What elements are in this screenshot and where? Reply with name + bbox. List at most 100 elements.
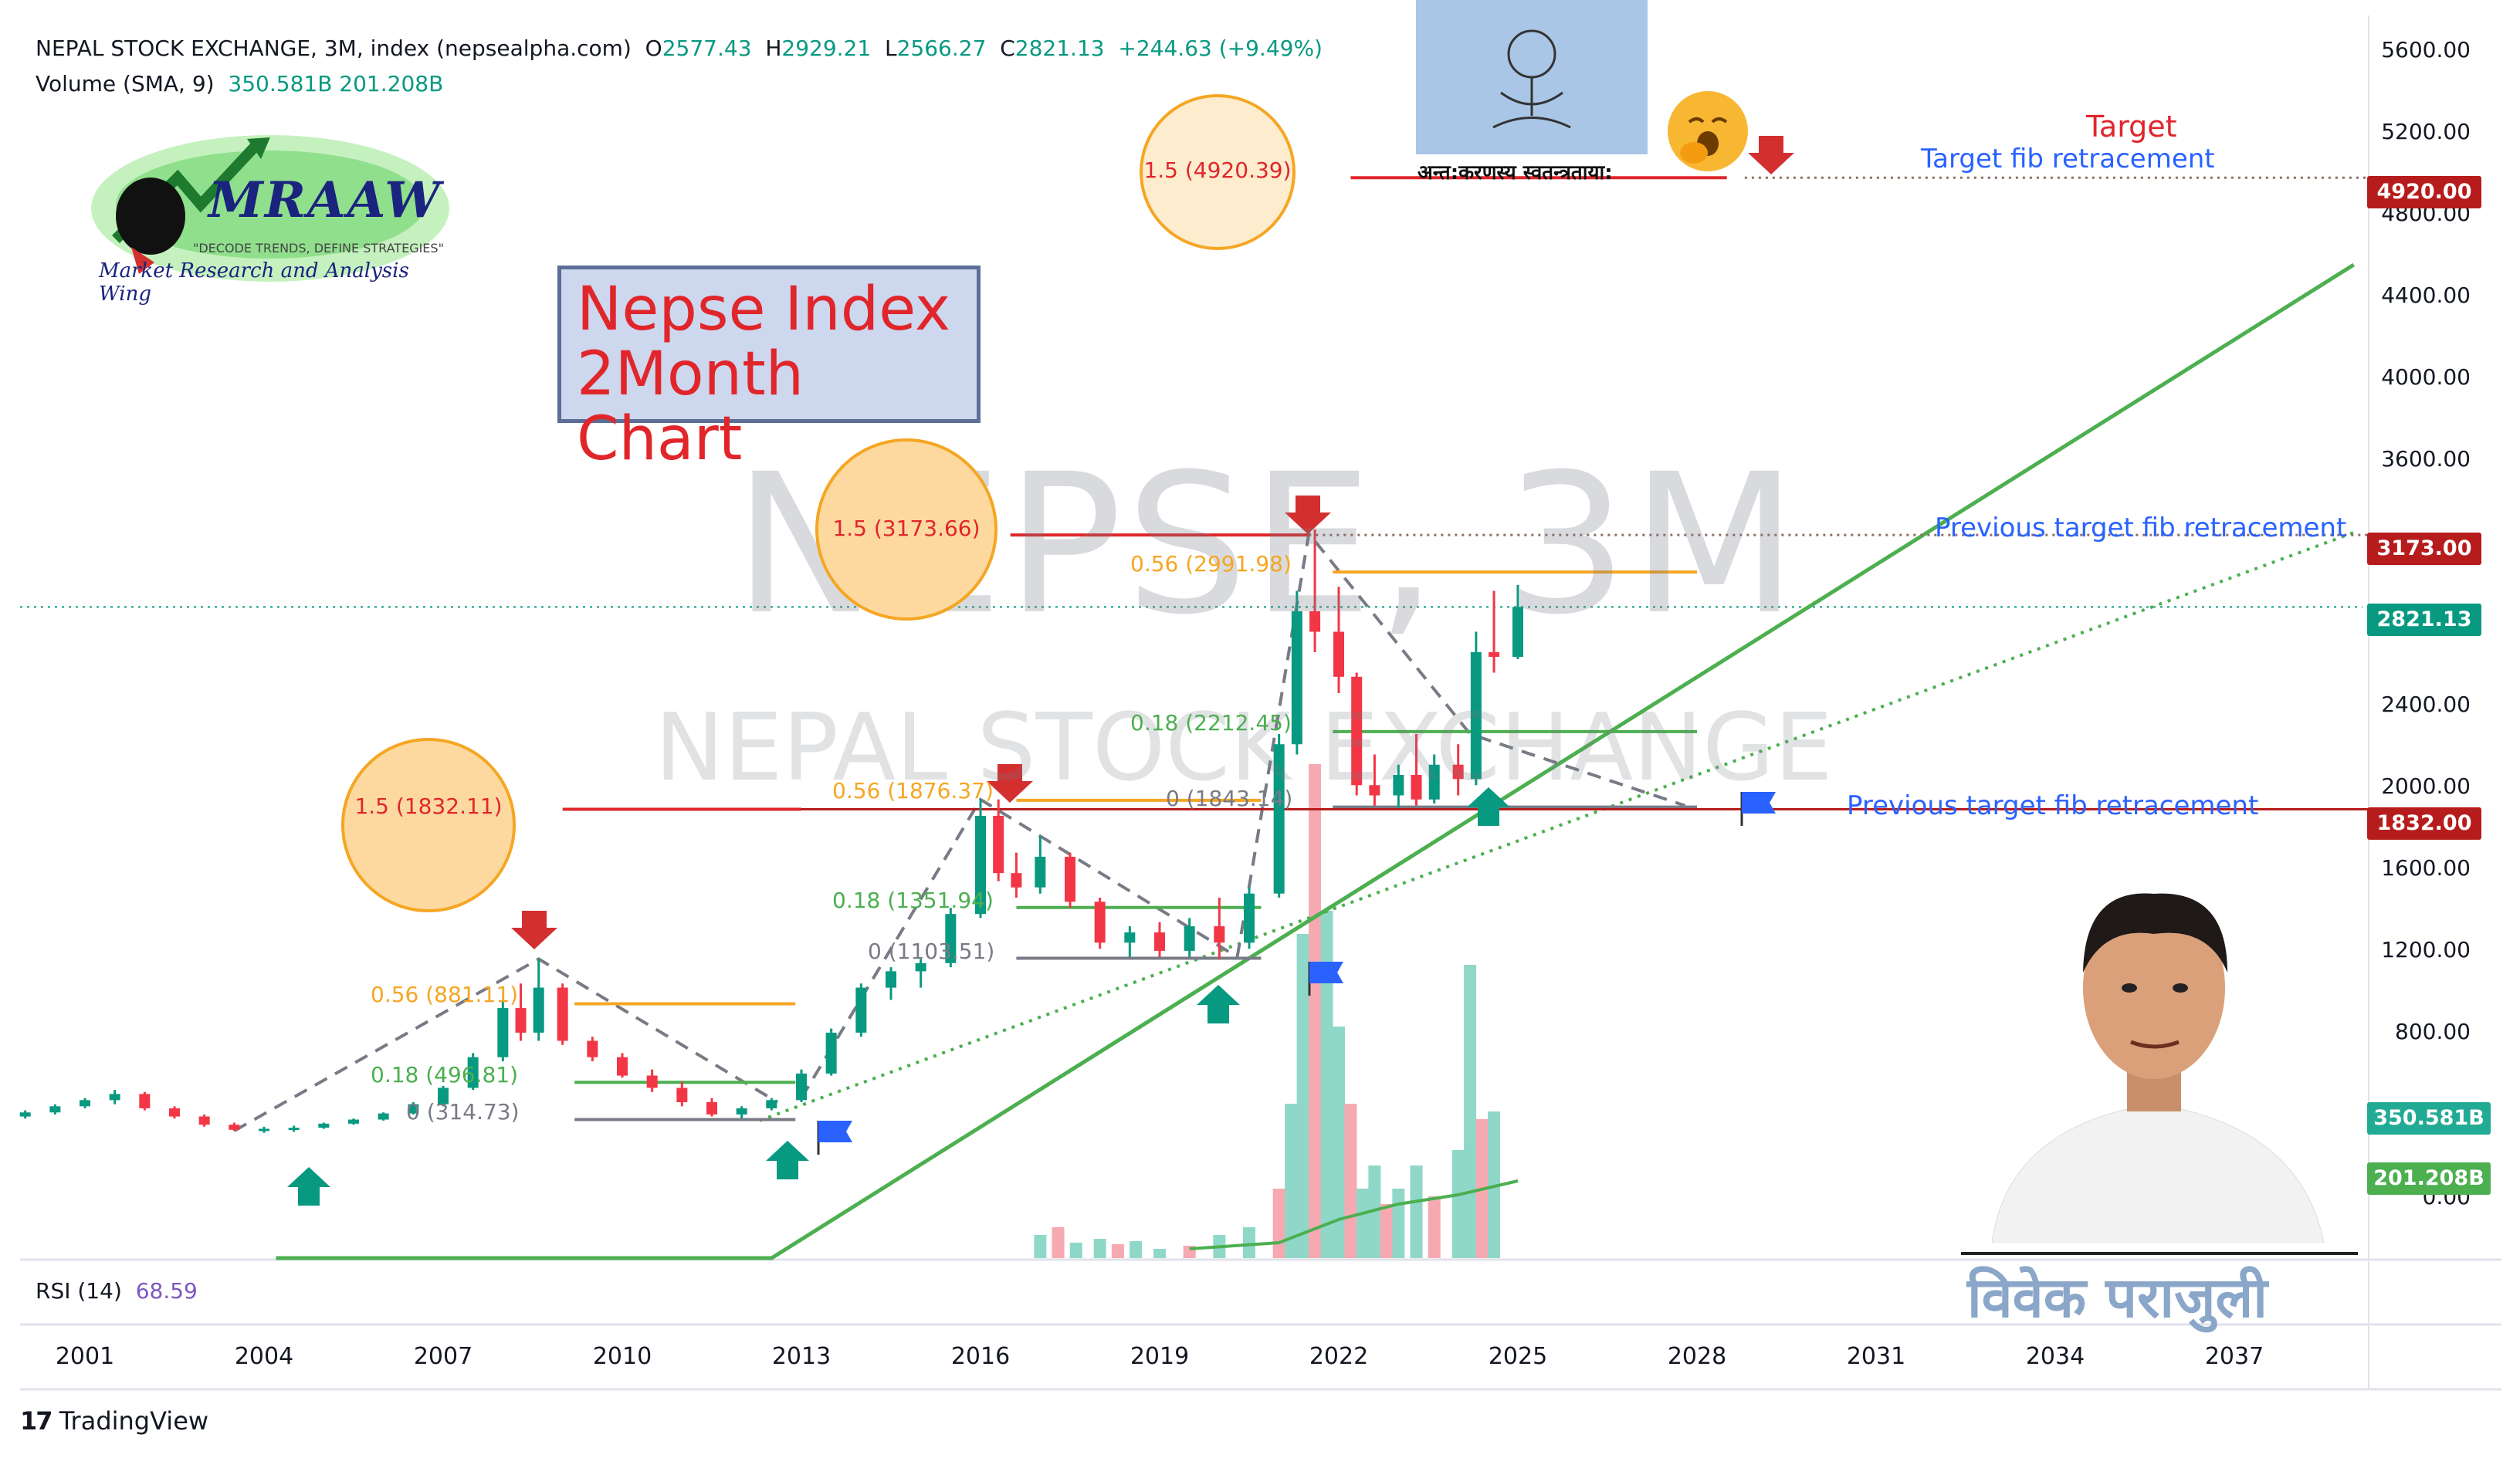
candle-body	[915, 962, 926, 972]
volume-bar	[1428, 1196, 1441, 1258]
candle-body	[1411, 775, 1422, 800]
logo-tagline: "DECODE TRENDS, DEFINE STRATEGIES"	[193, 241, 444, 255]
price-tag-3173[interactable]: 3173.00	[2367, 533, 2481, 565]
tradingview-logo-icon: 17	[20, 1406, 53, 1436]
candle-body	[1309, 611, 1321, 632]
title-line-1: Nepse Index	[577, 275, 950, 344]
candle-body	[1333, 631, 1344, 677]
fib-label-018-2212: 0.18 (2212.45)	[1130, 710, 1292, 736]
rsi-legend[interactable]: RSI (14) 68.59	[36, 1278, 198, 1304]
price-tick: 4400.00	[2381, 282, 2471, 308]
tradingview-brand[interactable]: 17 TradingView	[20, 1406, 208, 1436]
candle-body	[80, 1100, 90, 1107]
candle-body	[467, 1057, 479, 1088]
volume-bar	[1392, 1189, 1405, 1258]
candle-body	[169, 1108, 180, 1117]
price-tick: 3600.00	[2381, 446, 2471, 472]
candle-body	[1184, 926, 1195, 951]
title-line-2: 2Month Chart	[577, 340, 804, 474]
blue-flag-icon	[818, 1121, 852, 1142]
time-tick: 2001	[55, 1343, 115, 1370]
rsi-value: 68.59	[135, 1278, 198, 1304]
volume-sma-tag[interactable]: 201.208B	[2367, 1162, 2491, 1195]
volume-bar	[1296, 934, 1309, 1258]
volume-bar	[1344, 1104, 1357, 1258]
volume-bar	[1333, 1027, 1345, 1258]
fib-label-0-1103: 0 (1103.51)	[868, 939, 995, 964]
volume-tag[interactable]: 350.581B	[2367, 1102, 2491, 1135]
candle-body	[736, 1108, 747, 1115]
time-tick: 2037	[2204, 1343, 2264, 1370]
blue-flag-icon	[1309, 962, 1343, 983]
candle-body	[259, 1128, 269, 1132]
candle-body	[1489, 652, 1500, 657]
red-down-arrow-icon	[1748, 136, 1794, 174]
candle-body	[515, 1008, 527, 1033]
candle-body	[19, 1112, 31, 1117]
fib-label-0-314: 0 (314.73)	[406, 1099, 520, 1125]
candle-body	[1011, 873, 1022, 888]
candle-body	[676, 1088, 688, 1102]
fib-label-018-496: 0.18 (496.81)	[371, 1062, 519, 1088]
brand-name: TradingView	[59, 1406, 209, 1436]
fib-circle-1832[interactable]: 1.5 (1832.11)	[341, 738, 516, 912]
time-tick: 2016	[950, 1343, 1011, 1370]
candle-body	[198, 1116, 210, 1125]
change-value: +244.63 (+9.49%)	[1118, 36, 1323, 61]
volume-bars	[1034, 764, 1501, 1258]
meditation-caption: अन्त:करणस्य स्वतन्त्रताया:	[1418, 161, 1613, 184]
candle-body	[1094, 902, 1106, 943]
fib-label-056-1876: 0.56 (1876.37)	[832, 778, 994, 803]
candle-body	[1244, 893, 1255, 943]
logo-graphic	[91, 135, 449, 282]
volume-legend[interactable]: Volume (SMA, 9) 350.581B 201.208B	[36, 71, 444, 96]
volume-bar	[1451, 1150, 1465, 1258]
candle-body	[825, 1032, 837, 1074]
candle-body	[993, 816, 1004, 874]
volume-bar	[1464, 965, 1477, 1258]
chart-title-box[interactable]: Nepse Index 2Month Chart	[557, 266, 981, 472]
volume-bar	[1130, 1241, 1143, 1258]
price-tag-4920[interactable]: 4920.00	[2367, 176, 2481, 208]
candle-body	[1393, 775, 1404, 796]
volume-bar	[1153, 1249, 1166, 1258]
candle-body	[139, 1094, 151, 1108]
annotation-marks	[287, 136, 1794, 1206]
time-tick: 2028	[1667, 1343, 1727, 1370]
green-up-arrow-icon	[287, 1167, 330, 1206]
volume-bar	[1111, 1244, 1124, 1258]
fib-circle-3173[interactable]: 1.5 (3173.66)	[815, 438, 998, 621]
fib-circle-4920[interactable]: 1.5 (4920.39)	[1140, 94, 1296, 250]
candle-body	[49, 1106, 61, 1113]
candle-body	[408, 1104, 419, 1114]
price-tag-last[interactable]: 2821.13	[2367, 604, 2481, 636]
circle-label: 1.5 (3173.66)	[832, 516, 981, 541]
price-tick: 4000.00	[2381, 364, 2471, 390]
green-up-arrow-icon	[766, 1141, 809, 1179]
candle-body	[855, 987, 867, 1033]
volume-bar	[1034, 1235, 1047, 1258]
candle-body	[1124, 932, 1136, 943]
volume-bar	[1052, 1227, 1065, 1258]
candle-body	[1452, 764, 1464, 780]
blue-flag-icon	[1742, 792, 1776, 814]
fib-label-018-1351: 0.18 (1351.94)	[832, 888, 994, 913]
symbol-title[interactable]: NEPAL STOCK EXCHANGE, 3M, index (nepseal…	[36, 36, 632, 61]
circle-label: 1.5 (1832.11)	[354, 793, 503, 819]
fib-label-056-2991: 0.56 (2991.98)	[1130, 551, 1292, 577]
yawning-emoji-icon	[1668, 91, 1748, 171]
fib-label-056-881: 0.56 (881.11)	[371, 982, 519, 1007]
red-down-arrow-icon	[987, 764, 1033, 803]
meditation-figure	[1492, 29, 1571, 129]
author-signature: विवेक पराजुली	[1967, 1265, 2268, 1330]
price-tag-1832[interactable]: 1832.00	[2367, 807, 2481, 840]
candle-body	[1214, 926, 1225, 943]
volume-values: 350.581B 201.208B	[228, 71, 444, 96]
candle-body	[886, 971, 896, 988]
signature-underline	[1961, 1252, 2358, 1255]
time-tick: 2010	[592, 1343, 652, 1370]
candle-body	[945, 914, 957, 963]
volume-bar	[1356, 1189, 1369, 1258]
candle-body	[706, 1102, 717, 1115]
